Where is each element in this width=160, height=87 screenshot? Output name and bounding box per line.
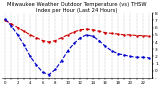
Title: Milwaukee Weather Outdoor Temperature (vs) THSW Index per Hour (Last 24 Hours): Milwaukee Weather Outdoor Temperature (v… (7, 2, 147, 13)
